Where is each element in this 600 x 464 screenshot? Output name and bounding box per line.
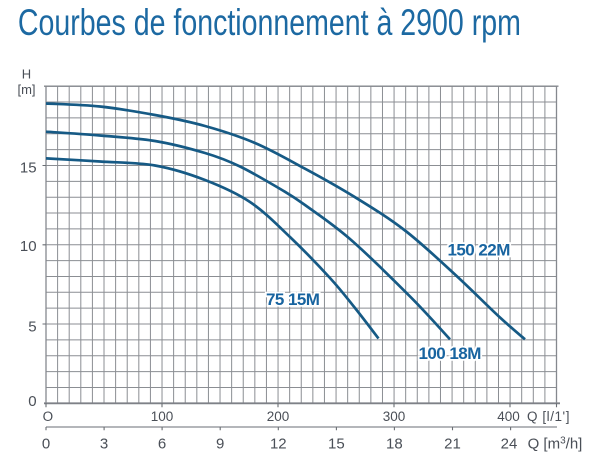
svg-text:12: 12 [270,436,287,453]
svg-text:150 22M: 150 22M [448,241,511,260]
svg-text:10: 10 [20,238,37,255]
svg-text:75 15M: 75 15M [266,290,320,309]
svg-text:24: 24 [501,436,518,453]
svg-text:3: 3 [100,436,108,453]
svg-text:18: 18 [386,436,403,453]
svg-text:H: H [22,67,31,82]
svg-text:0: 0 [28,393,36,410]
svg-text:100: 100 [151,409,174,424]
svg-text:[m]: [m] [17,82,35,97]
svg-text:100 18M: 100 18M [419,344,482,363]
svg-text:200: 200 [267,409,290,424]
svg-text:Q [m3/h]: Q [m3/h] [528,436,583,453]
svg-text:300: 300 [383,409,406,424]
svg-text:400: 400 [497,409,520,424]
svg-text:0: 0 [42,436,50,453]
svg-text:Q [l/1']: Q [l/1'] [527,409,570,424]
svg-text:6: 6 [158,436,166,453]
svg-text:5: 5 [28,318,36,335]
svg-text:O: O [43,409,54,424]
svg-text:15: 15 [20,159,37,176]
svg-text:9: 9 [216,436,224,453]
svg-text:21: 21 [444,436,461,453]
svg-text:15: 15 [328,436,345,453]
svg-text:Courbes de fonctionnement à 29: Courbes de fonctionnement à 2900 rpm [18,2,521,43]
